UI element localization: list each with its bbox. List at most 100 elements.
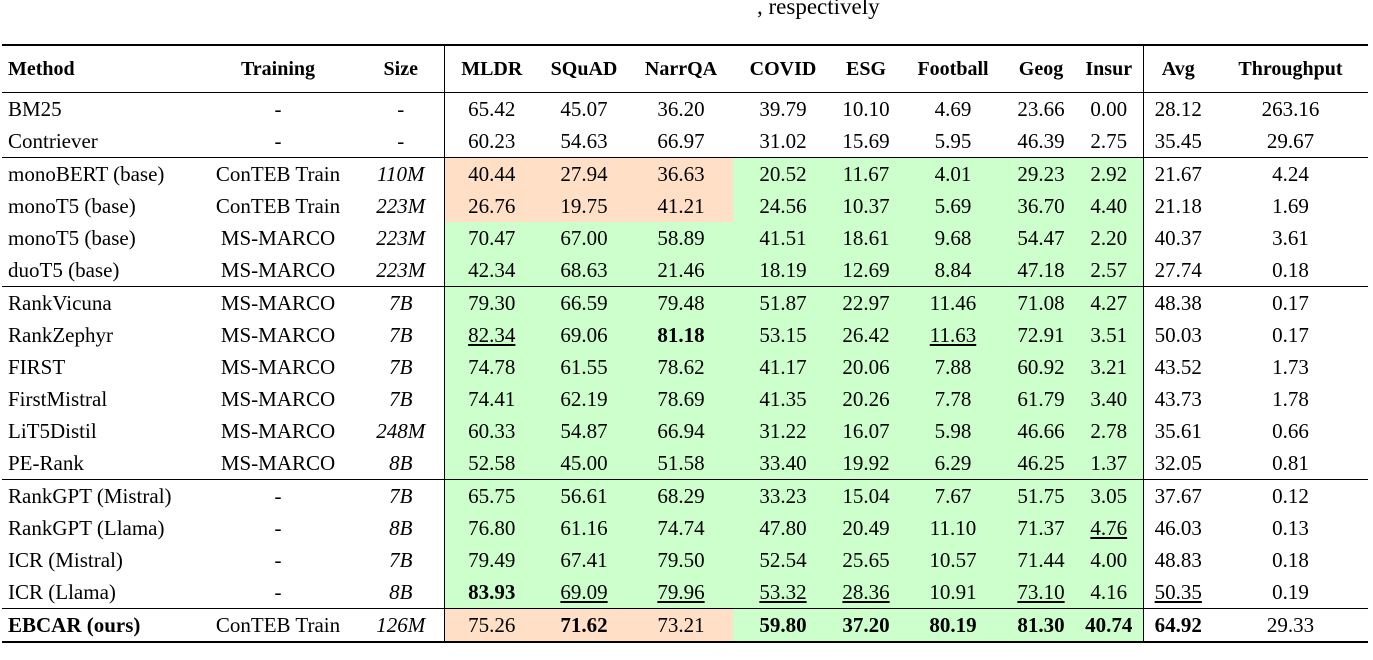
table-row: ICR (Llama) - 8B 83.93 69.09 79.96 53.32 28.36 1…	[2, 576, 1368, 609]
cell-squad: 61.16	[539, 512, 629, 544]
cell-training: -	[274, 515, 282, 540]
cell-narrqa: 74.74	[629, 512, 733, 544]
cell-geog: 29.23	[1007, 157, 1075, 190]
cell-insur: 4.27	[1075, 286, 1143, 319]
cell-covid: 31.22	[733, 415, 833, 447]
table-row: FIRST MS-MARCO 7B 74.78 61.55 78.62 41.17 20.06…	[2, 351, 1368, 383]
table-row: RankGPT (Mistral) -7B 65.75 56.61 68.29 33.23…	[2, 479, 1368, 512]
cell-insur: 0.00	[1075, 92, 1143, 125]
cell-squad: 68.63	[539, 254, 629, 287]
cell-geog: 36.70	[1007, 190, 1075, 222]
cell-training: MS-MARCO	[220, 257, 336, 282]
cell-squad: 61.55	[539, 351, 629, 383]
cell-insur: 3.40	[1075, 383, 1143, 415]
cell-size: 8B	[389, 450, 413, 475]
cell-geog: 46.39	[1017, 128, 1065, 153]
cell-throughput: 1.78	[1272, 386, 1309, 411]
cell-size: 223M	[376, 225, 426, 250]
col-header-squad: SQuAD	[550, 57, 618, 80]
cell-squad: 67.41	[539, 544, 629, 576]
cell-avg: 32.05	[1142, 447, 1213, 480]
cell-narrqa: 78.62	[629, 351, 733, 383]
cell-avg: 48.38	[1142, 286, 1213, 319]
cell-training: MS-MARCO	[220, 225, 336, 250]
cell-training: MS-MARCO	[198, 286, 358, 319]
cell-avg: 43.52	[1142, 351, 1213, 383]
cell-football: 11.46	[899, 286, 1007, 319]
cell-narrqa: 78.69	[629, 383, 733, 415]
cell-squad: 19.75	[539, 190, 629, 222]
cell-training: -	[274, 579, 282, 604]
col-header-avg: Avg	[1142, 45, 1213, 93]
table-row: PE-Rank MS-MARCO 8B 52.58 45.00 51.58 33.40 19.…	[2, 447, 1368, 480]
cell-narrqa: 36.20	[629, 92, 733, 125]
cell-esg: 37.20	[833, 608, 899, 643]
cell-geog: 81.30	[1007, 608, 1075, 643]
cell-covid: 53.15	[733, 319, 833, 351]
cell-insur: 4.76	[1075, 512, 1143, 544]
col-header-covid: COVID	[749, 57, 817, 80]
cell-narrqa: 41.21	[629, 190, 733, 222]
cell-insur: 2.75	[1090, 128, 1128, 153]
cell-football: 4.01	[899, 157, 1007, 190]
cell-method: RankZephyr	[8, 322, 113, 347]
cell-avg: 37.67	[1142, 479, 1213, 512]
cell-covid: 24.56	[733, 190, 833, 222]
col-header-throughput: Throughput	[1238, 57, 1343, 80]
cell-method: monoBERT (base)	[2, 157, 198, 190]
cell-size: 7B	[389, 322, 413, 347]
table-row: LiT5Distil MS-MARCO 248M 60.33 54.87 66.94 31.…	[2, 415, 1368, 447]
cell-insur: 3.51	[1075, 319, 1143, 351]
cell-throughput: 0.66	[1272, 418, 1309, 443]
cell-esg: 20.26	[833, 383, 899, 415]
cell-covid: 41.51	[733, 222, 833, 254]
cell-throughput: 1.73	[1272, 354, 1309, 379]
cell-narrqa: 79.50	[629, 544, 733, 576]
cell-squad: 45.07	[539, 92, 629, 125]
table-row: FirstMistral MS-MARCO 7B 74.41 62.19 78.69 41.…	[2, 383, 1368, 415]
cell-football: 7.88	[899, 351, 1007, 383]
cell-football: 11.63	[899, 319, 1007, 351]
cell-size: 223M	[376, 257, 426, 282]
cell-football: 5.95	[934, 128, 972, 153]
cell-squad: 54.87	[539, 415, 629, 447]
cell-covid: 33.40	[733, 447, 833, 480]
cell-squad: 71.62	[539, 608, 629, 643]
cell-training: MS-MARCO	[220, 354, 336, 379]
cell-avg: 28.12	[1142, 92, 1213, 125]
cell-esg: 20.06	[833, 351, 899, 383]
cell-squad: 54.63	[560, 128, 608, 153]
cell-insur: 4.16	[1075, 576, 1143, 609]
cell-esg: 20.49	[833, 512, 899, 544]
cell-method: FIRST	[8, 354, 66, 379]
cell-method: BM25	[2, 92, 198, 125]
cell-throughput: 263.16	[1213, 92, 1368, 125]
cell-avg: 35.61	[1142, 415, 1213, 447]
top-text-rest: , respectively	[757, 0, 880, 19]
cell-covid: 41.17	[733, 351, 833, 383]
cell-avg: 21.18	[1142, 190, 1213, 222]
cell-method: Contriever	[8, 128, 98, 153]
cell-covid: 33.23	[733, 479, 833, 512]
cell-insur: 2.92	[1075, 157, 1143, 190]
cell-squad: 69.06	[539, 319, 629, 351]
col-header-mldr: MLDR	[443, 45, 539, 93]
cell-squad: 62.19	[539, 383, 629, 415]
cell-insur: 3.05	[1075, 479, 1143, 512]
cell-size: 8B	[389, 515, 413, 540]
cell-football: 8.84	[899, 254, 1007, 287]
cell-esg: 26.42	[833, 319, 899, 351]
cell-throughput: 1.69	[1272, 193, 1309, 218]
cell-method: ICR (Llama)	[8, 579, 116, 604]
cell-esg: 15.04	[833, 479, 899, 512]
table-row: ICR (Mistral) - 7B 79.49 67.41 79.50 52.54 25.6…	[2, 544, 1368, 576]
col-header-narrqa: NarrQA	[644, 57, 718, 80]
cell-training: -	[274, 128, 282, 153]
cell-size: 7B	[358, 286, 444, 319]
cell-size: 126M	[358, 608, 444, 643]
cell-insur: 2.78	[1075, 415, 1143, 447]
table-row: Contriever - - 60.23 54.63 66.97 31.02 15.69 5.9…	[2, 125, 1368, 158]
col-header-insur: Insur	[1085, 57, 1133, 80]
cell-method: EBCAR (ours)	[2, 608, 198, 643]
cell-method: LiT5Distil	[8, 418, 97, 443]
